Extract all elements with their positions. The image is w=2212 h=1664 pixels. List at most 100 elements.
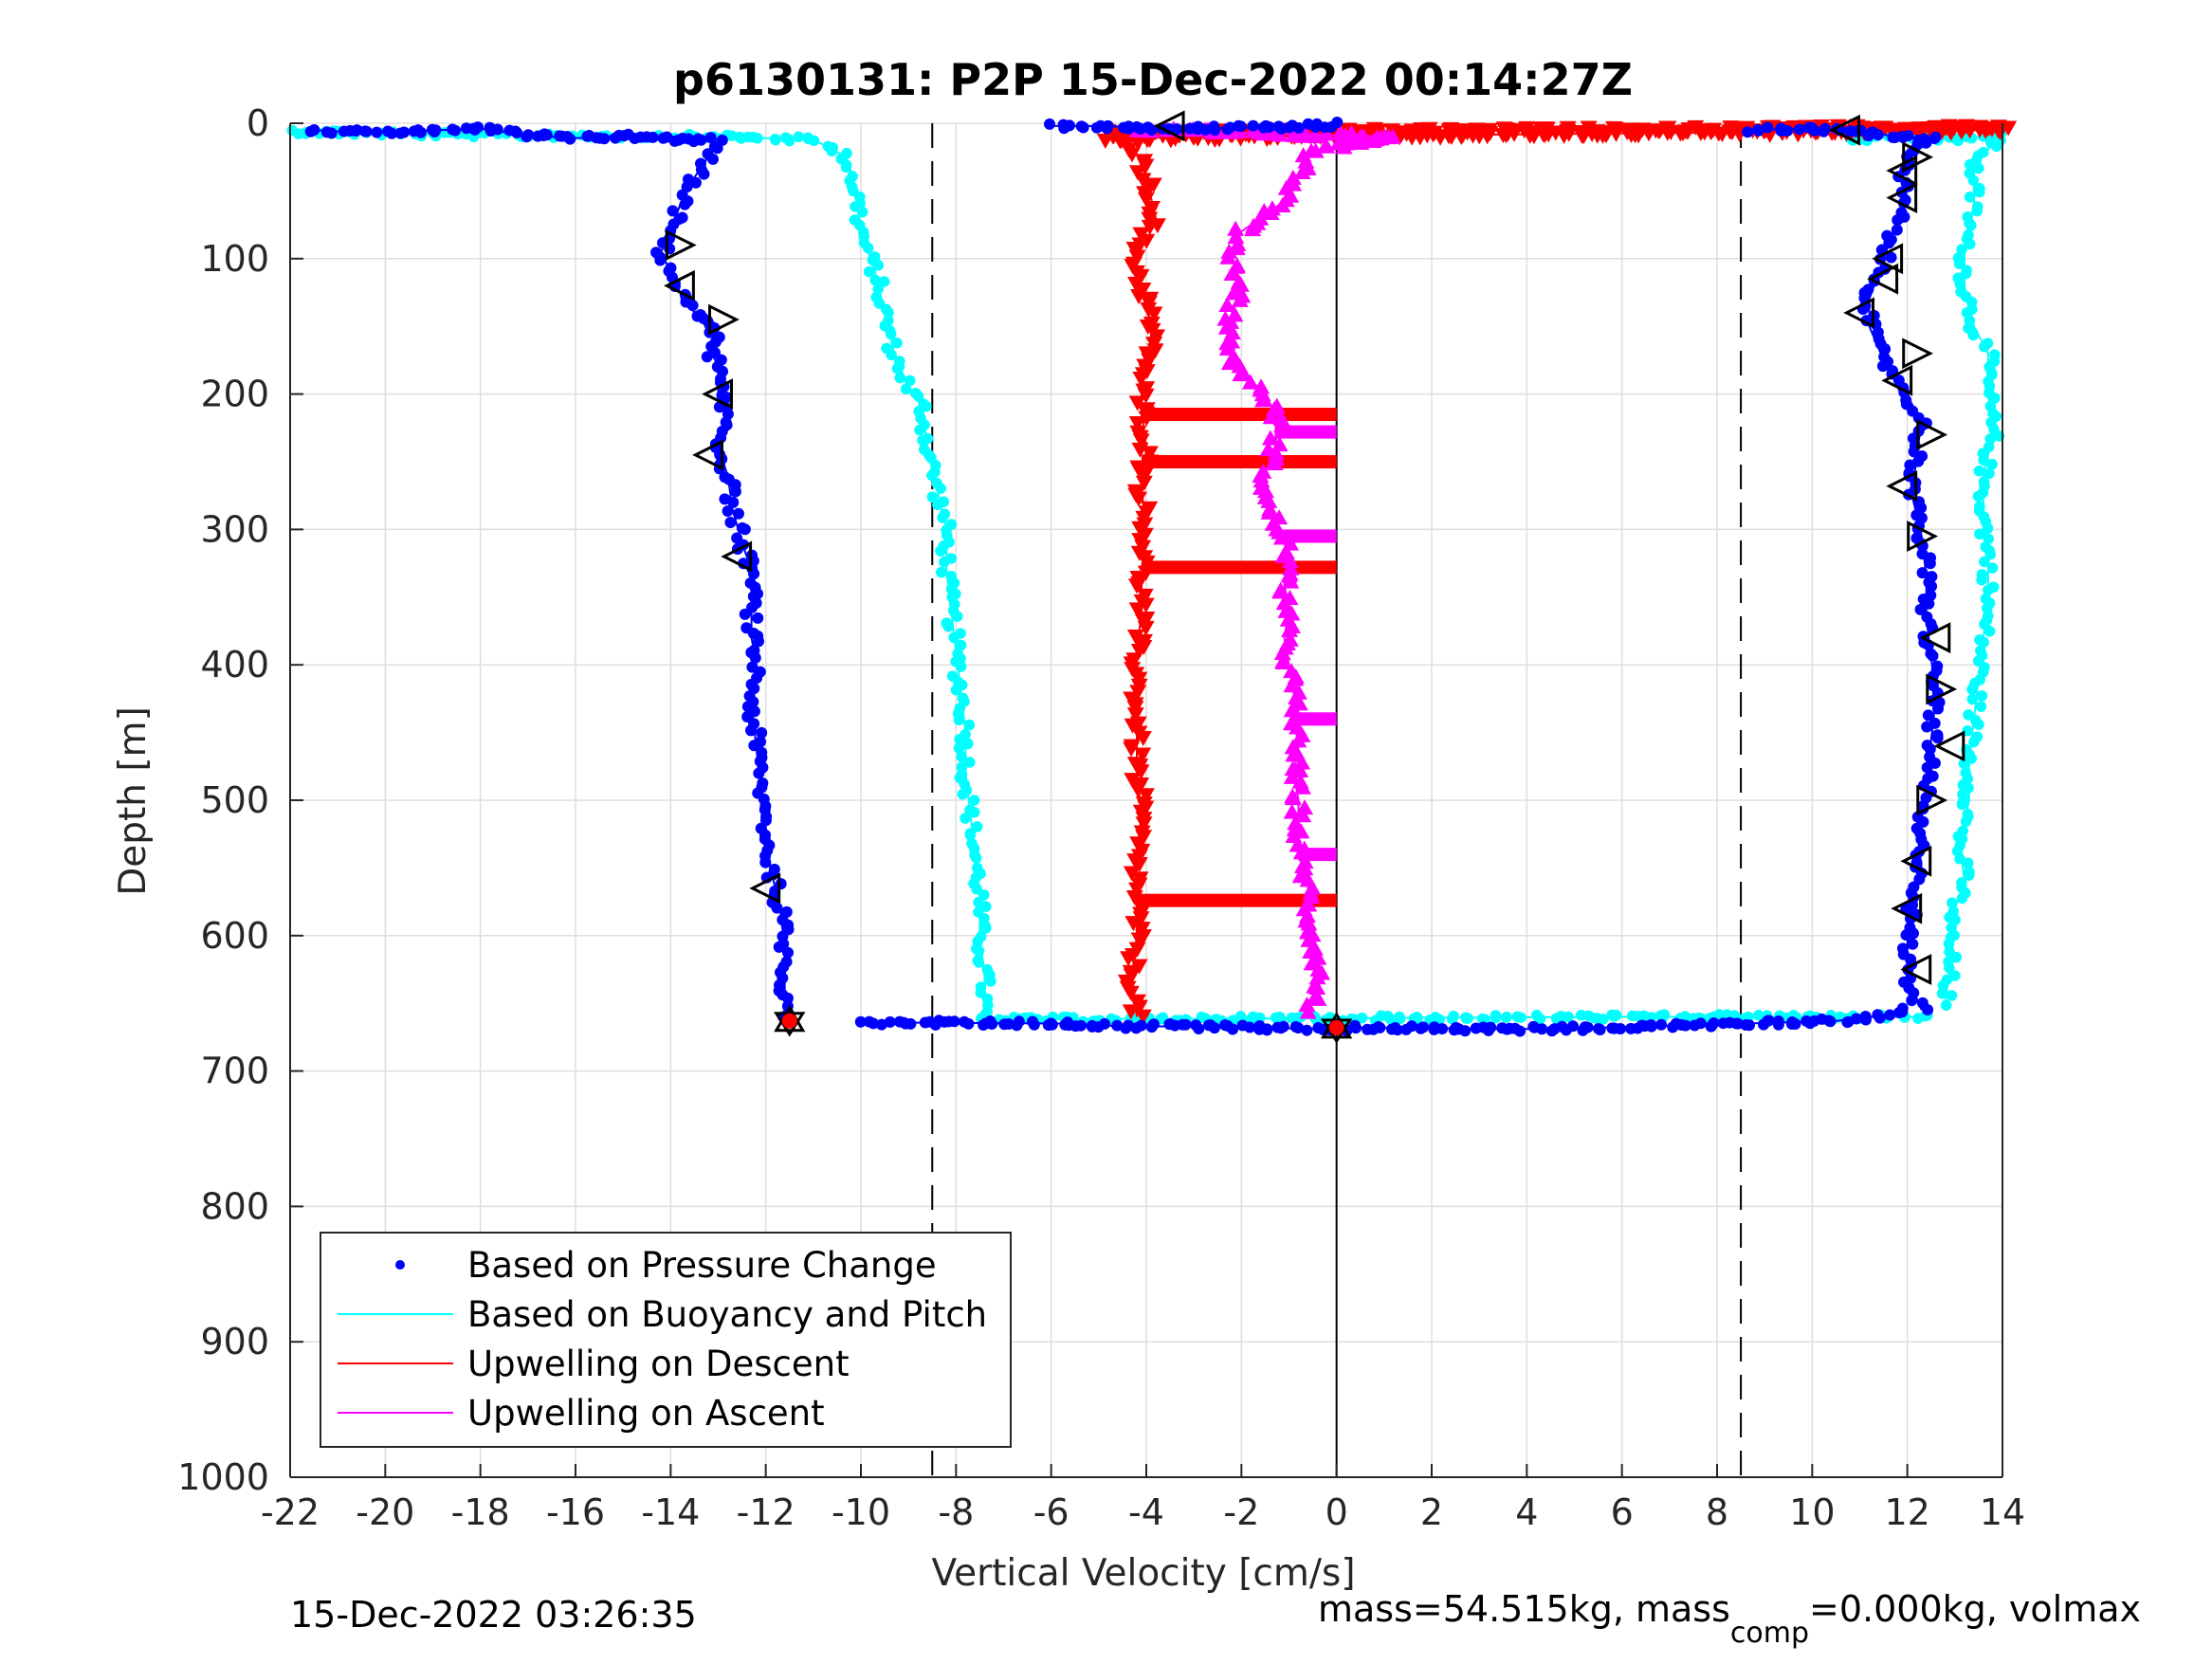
data-point: [840, 161, 852, 174]
data-point: [1356, 1012, 1368, 1024]
data-point: [1309, 990, 1327, 1006]
data-point: [1953, 258, 1965, 269]
data-point: [1141, 211, 1159, 228]
data-point: [1142, 454, 1160, 470]
data-point: [1411, 1011, 1423, 1023]
data-point: [1405, 1020, 1417, 1033]
data-point: [1533, 1012, 1545, 1024]
data-point: [429, 125, 441, 137]
data-point: [1223, 265, 1241, 282]
legend-swatch: [395, 1260, 405, 1270]
triangle-marker: [1902, 338, 1934, 370]
x-tick-label: 2: [1420, 1491, 1443, 1533]
data-point: [1896, 1002, 1909, 1015]
data-point: [727, 496, 740, 508]
chart-title: p6130131: P2P 15-Dec-2022 00:14:27Z: [673, 54, 1633, 105]
data-point: [1946, 897, 1958, 909]
data-point: [1563, 1011, 1574, 1023]
data-point: [1921, 761, 1933, 774]
data-point: [1244, 221, 1262, 237]
data-point: [1137, 158, 1155, 174]
data-point: [1960, 815, 1972, 828]
data-point: [869, 274, 881, 286]
triangle-marker: [1886, 182, 1918, 213]
x-tick-label: -10: [832, 1491, 890, 1533]
data-point: [1261, 1024, 1273, 1036]
data-point: [1129, 782, 1147, 798]
data-point: [1283, 677, 1301, 693]
data-point: [1027, 1015, 1039, 1028]
data-point: [1298, 996, 1316, 1012]
data-point: [1125, 241, 1143, 257]
data-point: [1694, 1017, 1707, 1030]
data-point: [782, 946, 795, 959]
data-point: [1448, 1010, 1459, 1022]
data-point: [1789, 1018, 1801, 1031]
data-point: [1976, 574, 1987, 586]
triangle-marker: [749, 872, 781, 905]
x-tick-label: -22: [261, 1491, 320, 1533]
data-point: [1885, 251, 1897, 264]
data-point: [748, 740, 760, 752]
data-point: [1232, 366, 1250, 382]
data-point: [739, 523, 751, 536]
data-point: [679, 198, 691, 210]
data-point: [826, 145, 838, 157]
triangle-marker: [708, 303, 740, 336]
data-point: [1128, 602, 1146, 618]
data-point: [1293, 164, 1311, 180]
data-point: [1329, 135, 1347, 151]
data-point: [1806, 121, 1819, 134]
data-point: [1274, 654, 1292, 670]
x-tick-label: 8: [1706, 1491, 1728, 1533]
data-point: [921, 400, 932, 412]
data-point: [1273, 196, 1291, 212]
data-point: [1929, 133, 1941, 145]
data-point: [1300, 931, 1318, 947]
data-point: [1219, 248, 1237, 265]
data-point: [701, 351, 713, 363]
data-point: [1979, 341, 1990, 353]
data-point: [749, 651, 761, 664]
data-point: [1272, 529, 1290, 545]
data-point: [1290, 695, 1308, 711]
mass-text-b: =0.000kg, volmax: [1809, 1588, 2141, 1630]
data-point: [1872, 1009, 1884, 1021]
data-point: [756, 726, 768, 739]
data-point: [1241, 374, 1259, 390]
data-point: [1971, 205, 1983, 217]
data-point: [1271, 583, 1289, 599]
data-point: [1120, 951, 1138, 967]
data-point: [1655, 1018, 1668, 1031]
data-point: [1436, 1023, 1449, 1035]
data-point: [1128, 165, 1146, 181]
data-point: [1892, 214, 1904, 227]
data-point: [1134, 1009, 1152, 1025]
data-point: [1717, 1017, 1729, 1030]
data-point: [1965, 238, 1976, 250]
data-point: [1752, 123, 1764, 136]
data-point: [1135, 1019, 1147, 1032]
data-point: [1273, 421, 1291, 437]
data-point: [1132, 371, 1150, 387]
series-upwelling-on-ascent: [1128, 120, 1401, 1019]
data-point: [1283, 768, 1301, 784]
data-point: [564, 133, 576, 145]
data-point: [1130, 932, 1148, 948]
triangle-marker: [1829, 114, 1860, 146]
data-point: [964, 757, 976, 768]
data-point: [1145, 306, 1163, 322]
data-point: [980, 923, 992, 934]
data-point: [917, 434, 928, 447]
data-point: [1126, 630, 1144, 646]
data-point: [1293, 754, 1311, 770]
data-point: [1309, 120, 1322, 133]
data-point: [1123, 741, 1141, 758]
data-point: [1308, 979, 1326, 996]
data-point: [850, 201, 861, 212]
data-point: [783, 135, 795, 147]
data-point: [1594, 1024, 1606, 1036]
data-point: [468, 123, 481, 136]
